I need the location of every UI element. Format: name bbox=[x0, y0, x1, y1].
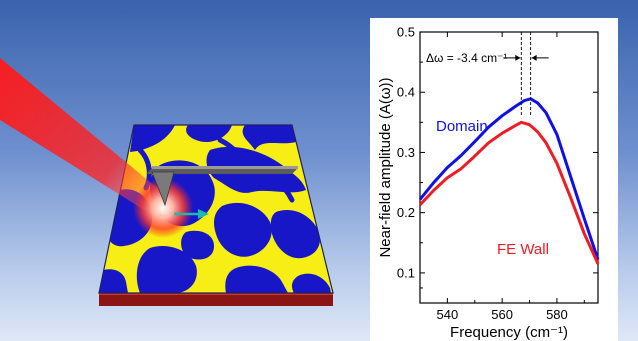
y-axis-label: Near-field amplitude (A(ω)) bbox=[377, 77, 394, 257]
x-tick-label: 540 bbox=[437, 307, 459, 322]
cantilever-top bbox=[152, 166, 298, 169]
y-tick-label: 0.3 bbox=[397, 145, 415, 160]
afm-scene-illustration bbox=[0, 58, 334, 306]
y-tick-label: 0.2 bbox=[397, 205, 415, 220]
series-line-fe-wall bbox=[418, 120, 600, 265]
substrate bbox=[99, 293, 333, 306]
x-axis-label: Frequency (cm⁻¹) bbox=[450, 324, 568, 341]
y-tick-label: 0.5 bbox=[397, 25, 415, 40]
shift-annotation: Δω = -3.4 cm⁻¹ bbox=[426, 51, 507, 65]
spectrum-chart: 0.1 0.2 0.3 0.4 0.5 540 560 580 Frequency (cm⁻¹)… bbox=[377, 25, 600, 341]
laser-beam bbox=[0, 58, 170, 226]
series-label-fe-wall: FE Wall bbox=[497, 241, 549, 258]
shift-arrowhead-right bbox=[531, 54, 537, 61]
shift-arrowhead-left bbox=[515, 54, 521, 61]
cantilever bbox=[146, 168, 298, 174]
x-tick-label: 580 bbox=[546, 307, 568, 322]
plot-frame bbox=[419, 31, 599, 304]
x-tick-label: 560 bbox=[491, 307, 513, 322]
y-tick-label: 0.4 bbox=[397, 85, 415, 100]
y-tick-label: 0.1 bbox=[397, 265, 415, 280]
afm-tip bbox=[151, 171, 175, 207]
scattered-light-arrowhead bbox=[198, 209, 209, 219]
chart-panel bbox=[370, 18, 618, 341]
series-label-domain: Domain bbox=[436, 118, 488, 135]
illuminated-spot bbox=[133, 178, 193, 238]
series-line-domain bbox=[418, 97, 600, 261]
